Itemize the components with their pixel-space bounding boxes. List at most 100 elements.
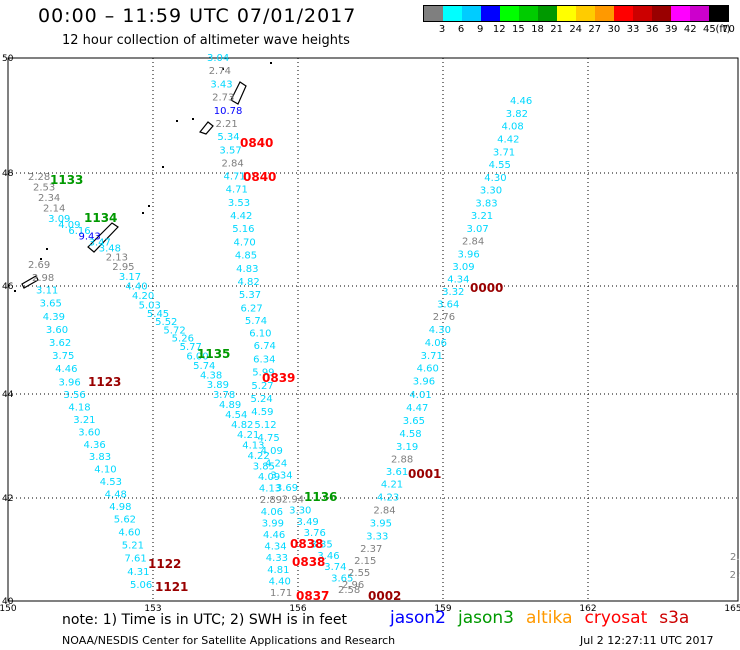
wave-height-value: 4.58: [399, 429, 421, 440]
color-legend: 3 6 9 12 15 18 21 24 27 30 33 36 39 42 45 70 (ft): [423, 5, 735, 36]
map-frame: [7, 57, 739, 602]
y-axis-label: 46: [2, 282, 14, 292]
wave-height-value: 3.56: [63, 390, 85, 401]
wave-height-value: 4.70: [234, 237, 256, 248]
wave-height-value: 4.53: [100, 477, 122, 488]
wave-height-value: 7.61: [125, 554, 147, 565]
wave-height-value: 3.83: [475, 198, 497, 209]
wave-height-value: 4.42: [497, 134, 519, 145]
wave-height-value: 4.40: [125, 281, 147, 292]
wave-height-value: 5.34: [217, 132, 239, 143]
pass-time-label: 1135: [197, 347, 230, 361]
legend-swatch: [709, 6, 728, 21]
wave-height-value: 3.46: [317, 551, 339, 562]
wave-height-value: 4.33: [266, 553, 288, 564]
island-dot: [176, 120, 178, 122]
wave-height-value: 5.45: [147, 309, 169, 320]
wave-height-value: 3.04: [207, 53, 229, 64]
pass-time-label: 0840: [240, 136, 273, 150]
wave-height-value: 2.55: [348, 568, 370, 579]
legend-label: 39: [664, 24, 678, 35]
wave-height-value: 2.87: [730, 552, 740, 563]
wave-height-value: 4.42: [230, 211, 252, 222]
y-axis-label: 40: [2, 597, 14, 607]
legend-label: 3: [438, 24, 446, 35]
wave-height-value: 3.62: [49, 338, 71, 349]
wave-height-value: 4.71: [226, 185, 248, 196]
wave-height-value: 3.33: [366, 532, 388, 543]
wave-height-value: 4.31: [127, 567, 149, 578]
wave-height-value: 4.10: [94, 465, 116, 476]
wave-height-value: 3.47: [89, 237, 111, 248]
wave-height-value: 2.88: [391, 455, 413, 466]
satellite-name: cryosat: [584, 608, 648, 628]
legend-swatch: [671, 6, 690, 21]
wave-height-value: 3.96: [413, 377, 435, 388]
island-dot: [40, 258, 42, 260]
wave-height-value: 5.27: [251, 381, 273, 392]
wave-height-value: 5.03: [139, 301, 161, 312]
wave-height-value: 3.95: [370, 519, 392, 530]
wave-height-value: 6.10: [249, 329, 271, 340]
legend-swatches: [423, 5, 729, 22]
wave-height-value: 4.06: [261, 507, 283, 518]
pass-time-label: 1122: [148, 557, 181, 571]
wave-height-value: 3.21: [73, 415, 95, 426]
wave-height-value: 2.73: [212, 93, 234, 104]
island-outline: [198, 121, 214, 135]
wave-height-value: 1.71: [270, 588, 292, 599]
x-axis-label: 159: [434, 604, 451, 614]
legend-swatch: [652, 6, 671, 21]
island-dot: [192, 118, 194, 120]
legend-label: 33: [626, 24, 640, 35]
wave-height-value: 2.15: [354, 556, 376, 567]
wave-height-value: 4.24: [265, 459, 287, 470]
wave-height-value: 3.96: [457, 249, 479, 260]
wave-height-value: 3.99: [262, 518, 284, 529]
wave-height-value: 3.60: [46, 325, 68, 336]
legend-swatch: [595, 6, 614, 21]
wave-height-value: 2.98: [32, 273, 54, 284]
wave-height-value: 4.40: [269, 576, 291, 587]
wave-height-value: 2.84: [221, 158, 243, 169]
wave-height-value: 4.30: [429, 325, 451, 336]
wave-height-value: 4.20: [132, 291, 154, 302]
satellite-name: jason3: [458, 608, 514, 628]
wave-height-value: 2.84: [462, 237, 484, 248]
wave-height-value: 3.65: [403, 416, 425, 427]
wave-height-value: 5.77: [180, 342, 202, 353]
wave-height-value: 6.27: [240, 303, 262, 314]
wave-height-value: 4.01: [409, 390, 431, 401]
wave-height-value: 5.99: [252, 368, 274, 379]
pass-time-label: 0000: [470, 281, 503, 295]
wave-height-value: 2.89: [260, 495, 282, 506]
wave-height-value: 3.74: [324, 562, 346, 573]
pass-time-label: 1136: [304, 490, 337, 504]
pass-time-label: 0839: [262, 371, 295, 385]
satellite-name: jason2: [390, 608, 446, 628]
wave-height-value: 3.78: [213, 390, 235, 401]
wave-height-value: 2.76: [433, 312, 455, 323]
wave-height-value: 4.83: [236, 264, 258, 275]
wave-height-value: 3.48: [99, 243, 121, 254]
wave-height-value: 2.34: [38, 193, 60, 204]
legend-label: 21: [550, 24, 563, 35]
legend-swatch: [557, 6, 576, 21]
pass-time-label: 0838: [290, 537, 323, 551]
wave-height-value: 3.30: [480, 186, 502, 197]
island-dot: [14, 290, 16, 292]
legend-label: 18: [531, 24, 544, 35]
wave-height-value: 4.60: [118, 527, 140, 538]
wave-height-value: 4.82: [231, 420, 253, 431]
wave-height-value: 3.53: [228, 198, 250, 209]
legend-swatch: [614, 6, 633, 21]
wave-height-value: 4.30: [484, 173, 506, 184]
wave-height-value: 4.55: [489, 160, 511, 171]
pass-time-label: 0002: [368, 589, 401, 603]
wave-height-value: 4.85: [235, 251, 257, 262]
wave-height-value: 3.49: [297, 517, 319, 528]
wave-height-value: 4.71: [223, 172, 245, 183]
wave-height-value: 3.43: [210, 79, 232, 90]
pass-time-label: 0001: [408, 467, 441, 481]
wave-height-value: 5.21: [122, 540, 144, 551]
